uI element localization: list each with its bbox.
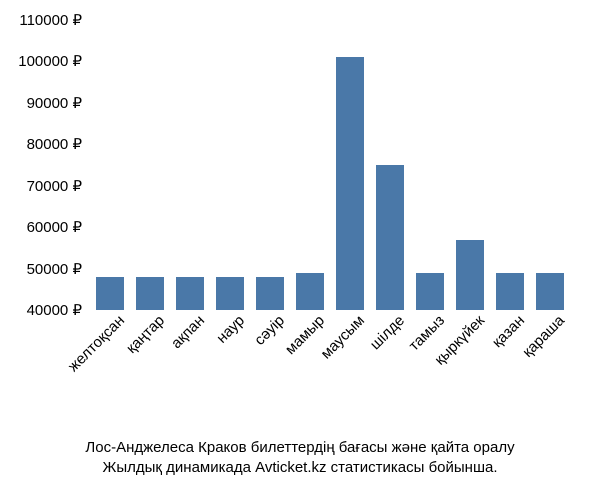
y-tick-label: 60000 ₽: [27, 218, 82, 236]
bar-slot: [90, 20, 130, 310]
bar-slot: [130, 20, 170, 310]
bar: [416, 273, 444, 310]
bar: [536, 273, 564, 310]
y-tick-label: 70000 ₽: [27, 177, 82, 195]
x-tick-label: ақпан: [168, 312, 208, 352]
x-tick-label: маусым: [318, 312, 369, 363]
bar-slot: [290, 20, 330, 310]
plot-area: [90, 20, 570, 310]
bar-slot: [330, 20, 370, 310]
y-tick-label: 100000 ₽: [18, 52, 82, 70]
bar-slot: [170, 20, 210, 310]
bar-slot: [530, 20, 570, 310]
chart-caption: Лос-Анджелеса Краков билеттердің бағасы …: [0, 438, 600, 479]
bar: [256, 277, 284, 310]
y-tick-label: 40000 ₽: [27, 301, 82, 319]
bar: [176, 277, 204, 310]
bar: [136, 277, 164, 310]
bar-slot: [490, 20, 530, 310]
y-tick-label: 110000 ₽: [19, 11, 82, 29]
bar: [496, 273, 524, 310]
x-tick-label: шілде: [367, 312, 408, 353]
x-tick-label: қараша: [519, 312, 568, 361]
bar: [216, 277, 244, 310]
bar-slot: [450, 20, 490, 310]
bar-slot: [370, 20, 410, 310]
price-chart: 40000 ₽ 50000 ₽ 60000 ₽ 70000 ₽ 80000 ₽ 90000…: [0, 0, 600, 500]
bar: [96, 277, 124, 310]
x-axis: желтоқсанқаңтарақпаннаурсәуірмамырмаусым…: [90, 312, 570, 432]
bar: [376, 165, 404, 310]
caption-line-1: Лос-Анджелеса Краков билеттердің бағасы …: [0, 438, 600, 458]
y-tick-label: 80000 ₽: [27, 135, 82, 153]
x-tick-label: желтоқсан: [65, 312, 128, 375]
x-tick-label: сәуір: [251, 312, 288, 349]
bar-slot: [410, 20, 450, 310]
bar: [456, 240, 484, 310]
y-axis: 40000 ₽50000 ₽60000 ₽70000 ₽80000 ₽90000…: [0, 20, 88, 310]
caption-line-2: Жылдық динамикада Avticket.kz статистика…: [0, 458, 600, 478]
bar: [296, 273, 324, 310]
x-tick-label: қаңтар: [123, 312, 168, 357]
bar: [336, 57, 364, 310]
y-tick-label: 90000 ₽: [27, 94, 82, 112]
bars-container: [90, 20, 570, 310]
y-tick-label: 50000 ₽: [27, 260, 82, 278]
bar-slot: [250, 20, 290, 310]
x-tick-label: наур: [213, 312, 248, 347]
bar-slot: [210, 20, 250, 310]
